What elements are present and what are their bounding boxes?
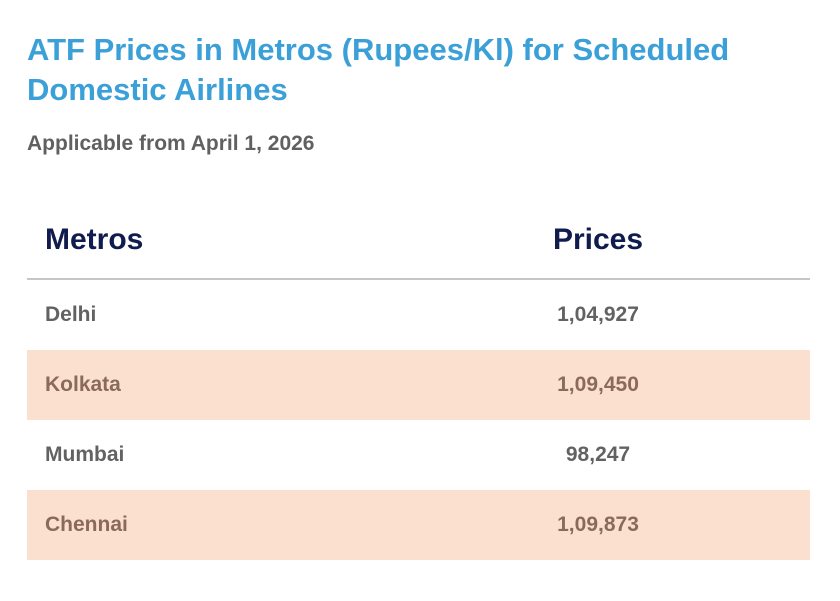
page-title: ATF Prices in Metros (Rupees/Kl) for Sch…: [27, 32, 730, 107]
table-row: Kolkata 1,09,450: [27, 350, 810, 420]
table-row: Chennai 1,09,873: [27, 490, 810, 560]
price-cell: 1,04,927: [438, 279, 810, 350]
effective-date-subtitle: Applicable from April 1, 2026: [27, 132, 315, 155]
column-header-prices: Prices: [438, 201, 810, 280]
column-header-metros: Metros: [27, 201, 438, 280]
atf-price-table: Metros Prices Delhi 1,04,927 Kolkata 1,0…: [27, 201, 810, 560]
price-cell: 98,247: [438, 420, 810, 490]
metro-cell: Mumbai: [27, 420, 438, 490]
price-cell: 1,09,450: [438, 350, 810, 420]
metro-cell: Delhi: [27, 279, 438, 350]
table-row: Mumbai 98,247: [27, 420, 810, 490]
metro-cell: Chennai: [27, 490, 438, 560]
price-cell: 1,09,873: [438, 490, 810, 560]
metro-cell: Kolkata: [27, 350, 438, 420]
table-row: Delhi 1,04,927: [27, 279, 810, 350]
table-header-row: Metros Prices: [27, 201, 810, 280]
